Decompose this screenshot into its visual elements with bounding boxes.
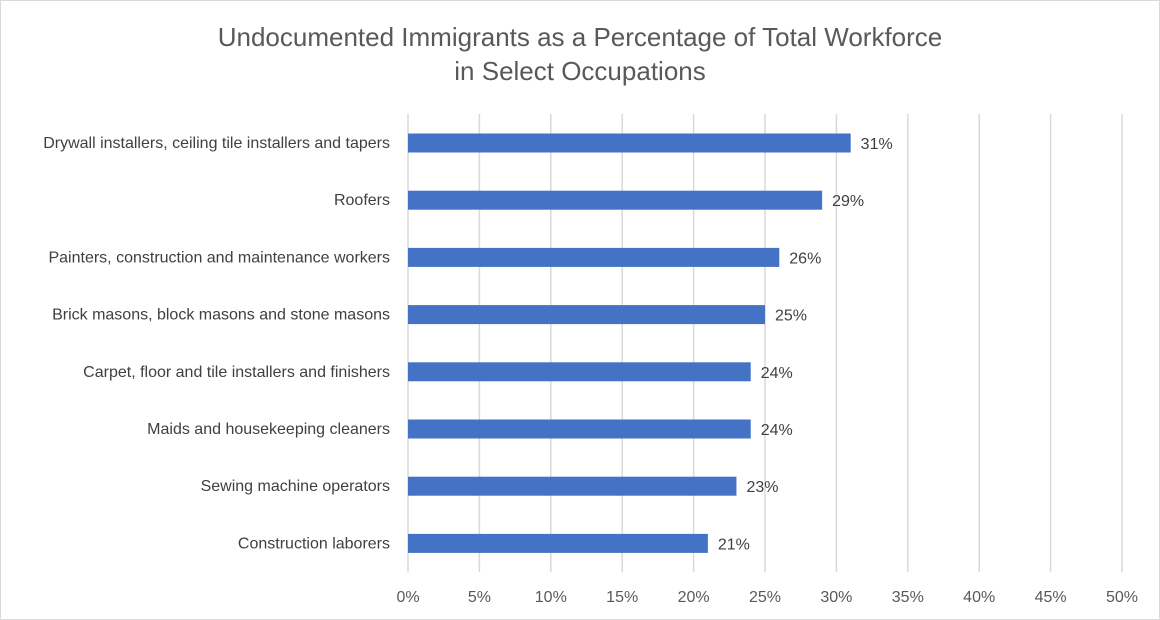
bar [408,247,780,267]
x-tick-label: 20% [678,589,710,606]
x-tick-label: 35% [892,589,924,606]
x-tick-label: 50% [1106,589,1138,606]
data-label: 31% [861,136,893,153]
category-label: Sewing machine operators [201,478,390,495]
data-label: 26% [789,250,821,267]
bar [408,419,751,439]
data-label: 24% [761,365,793,382]
bar [408,190,823,210]
bars [408,133,851,553]
category-label: Construction laborers [238,535,390,552]
category-labels: Drywall installers, ceiling tile install… [43,135,390,552]
x-tick-label: 0% [396,589,419,606]
bar [408,476,737,496]
data-label: 21% [718,536,750,553]
category-label: Roofers [334,192,390,209]
bar [408,305,765,325]
x-tick-label: 45% [1035,589,1067,606]
category-label: Painters, construction and maintenance w… [48,249,390,266]
category-label: Carpet, floor and tile installers and fi… [83,364,390,381]
chart-title: Undocumented Immigrants as a Percentage … [0,20,1160,88]
x-tick-label: 25% [749,589,781,606]
chart-title-line-1: Undocumented Immigrants as a Percentage … [217,22,943,52]
bar [408,533,708,553]
x-axis-tick-labels: 0% 5% 10% 15% 20% 25% 30% 35% 40% 45% 50% [396,589,1138,606]
bar [408,133,851,153]
x-tick-label: 15% [606,589,638,606]
gridlines [407,114,1123,572]
category-label: Brick masons, block masons and stone mas… [52,307,390,324]
data-label: 23% [746,479,778,496]
category-label: Drywall installers, ceiling tile install… [43,135,390,152]
x-tick-label: 30% [820,589,852,606]
data-label: 25% [775,308,807,325]
chart-title-line-2: in Select Occupations [454,56,706,86]
data-label: 24% [761,422,793,439]
bar [408,362,751,382]
data-label: 29% [832,193,864,210]
category-label: Maids and housekeeping cleaners [147,421,390,438]
x-tick-label: 10% [535,589,567,606]
x-tick-label: 5% [468,589,491,606]
x-tick-label: 40% [963,589,995,606]
data-labels: 31% 29% 26% 25% 24% 24% 23% 21% [718,136,893,553]
